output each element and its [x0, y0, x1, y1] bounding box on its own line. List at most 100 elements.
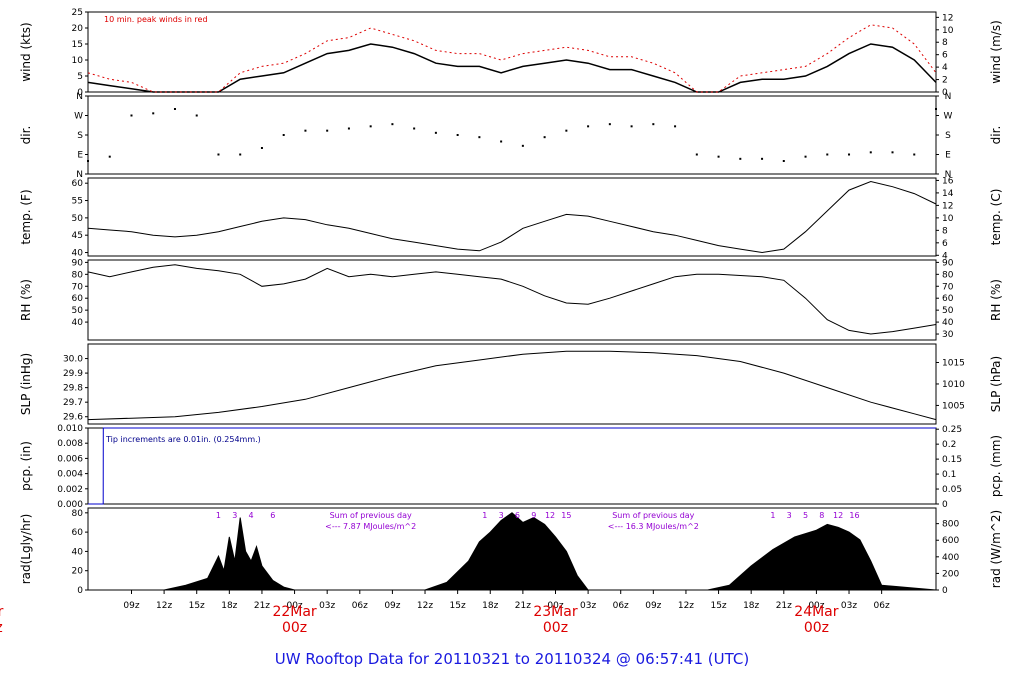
dir-point [152, 112, 155, 115]
wind-left-label: wind (kts) [19, 22, 33, 81]
pcp-rtick-label: 0 [942, 500, 948, 510]
dir-point [304, 129, 307, 132]
dir-point [782, 160, 785, 162]
dir-point [391, 123, 394, 126]
wind-rtick-label: 8 [942, 38, 948, 48]
xtick-label: 06z [874, 601, 890, 611]
dir-point [173, 108, 176, 110]
rad-right-label: rad (W/m^2) [989, 510, 1003, 588]
slp-right-label: SLP (hPa) [989, 356, 1003, 412]
rad-hour-label: 15 [561, 511, 571, 520]
rh-rtick-label: 40 [942, 318, 954, 328]
dir-point [456, 134, 459, 136]
dir-point [891, 151, 894, 154]
dir-point [674, 125, 677, 128]
xtick-label: 00z [547, 601, 563, 611]
xtick-label: 03z [841, 601, 857, 611]
slp-ytick-label: 29.9 [63, 369, 83, 379]
xtick-label: 12z [678, 601, 694, 611]
dir-point [282, 134, 285, 136]
temp-rtick-label: 14 [942, 189, 954, 199]
temp-rtick-label: 10 [942, 214, 954, 224]
rad-ytick-label: 60 [72, 528, 84, 538]
dir-point [260, 147, 263, 149]
temp-rtick-label: 6 [942, 239, 948, 249]
dir-left-label: dir. [19, 126, 33, 145]
rh-rtick-label: 30 [942, 330, 954, 340]
rad-hour-label: 4 [249, 511, 254, 520]
chart-title: UW Rooftop Data for 20110321 to 20110324… [274, 650, 750, 668]
dir-rtick-label: N [945, 92, 952, 102]
wind-rtick-label: 12 [942, 13, 953, 23]
dir-point [347, 127, 350, 130]
date-label-line2: 00z [804, 620, 829, 636]
pcp-rtick-label: 0.05 [942, 485, 962, 495]
dir-point [848, 153, 851, 156]
rad-hour-label: 9 [531, 511, 536, 520]
pcp-rtick-label: 0.2 [942, 440, 956, 450]
date-label-line1: Mar [0, 604, 4, 620]
dir-frame [87, 95, 937, 175]
xtick-label: 00z [808, 601, 824, 611]
rad-sum-line2: <--- 7.87 MJoules/m^2 [325, 522, 416, 531]
date-label-line2: 00z [282, 620, 307, 636]
dir-point [239, 153, 242, 156]
rh-ytick-label: 90 [72, 258, 84, 268]
rad-ytick-label: 40 [72, 547, 84, 557]
rad-hour-label: 16 [849, 511, 859, 520]
xtick-label: 06z [613, 601, 629, 611]
date-label-line1: 22Mar [272, 604, 316, 620]
rad-ytick-label: 0 [77, 586, 83, 596]
dir-ytick-label: N [76, 170, 83, 180]
rad-hour-label: 8 [819, 511, 824, 520]
dir-ytick-label: E [77, 151, 83, 161]
temp-ytick-label: 60 [72, 179, 84, 189]
slp-ytick-label: 30.0 [63, 355, 83, 365]
rad-rtick-label: 800 [942, 520, 959, 530]
temp-rtick-label: 4 [942, 251, 948, 261]
dir-point [478, 136, 481, 139]
dir-point [869, 151, 872, 154]
rad-ytick-label: 80 [72, 509, 84, 519]
dir-point [369, 125, 372, 128]
dir-point [413, 127, 416, 130]
dir-point [195, 114, 198, 117]
wind-ytick-label: 25 [72, 8, 83, 18]
wind-rtick-label: 2 [942, 76, 948, 86]
rad-hour-label: 12 [833, 511, 843, 520]
dir-point [565, 129, 568, 132]
temp-ytick-label: 40 [72, 249, 84, 259]
slp-line [87, 350, 937, 421]
xtick-label: 00z [286, 601, 302, 611]
date-label-line1: 23Mar [533, 604, 577, 620]
slp-left-label: SLP (inHg) [19, 353, 33, 415]
xtick-label: 18z [482, 601, 498, 611]
peak-wind-line [87, 24, 937, 93]
temp-left-label: temp. (F) [19, 189, 33, 244]
wind-rtick-label: 4 [942, 63, 948, 73]
rad-hour-label: 1 [216, 511, 221, 520]
wind-ytick-label: 0 [77, 88, 83, 98]
dir-point [130, 114, 133, 117]
rh-ytick-label: 70 [72, 282, 84, 292]
slp-rtick-label: 1015 [942, 358, 965, 368]
rad-hour-label: 1 [482, 511, 487, 520]
wind-line [87, 43, 937, 93]
rad-rtick-label: 0 [942, 586, 948, 596]
date-label-line1: 24Mar [794, 604, 838, 620]
pcp-left-label: pcp. (in) [19, 441, 33, 491]
rh-ytick-label: 80 [72, 270, 84, 280]
rh-rtick-label: 60 [942, 294, 954, 304]
xtick-label: 18z [743, 601, 759, 611]
xtick-label: 09z [123, 601, 139, 611]
temp-ytick-label: 50 [72, 214, 84, 224]
wind-ytick-label: 5 [77, 72, 83, 82]
rad-rtick-label: 200 [942, 569, 959, 579]
dir-point [739, 157, 742, 160]
dir-rtick-label: N [945, 170, 952, 180]
dir-point [108, 155, 111, 158]
wind-rtick-label: 10 [942, 26, 954, 36]
rh-rtick-label: 80 [942, 270, 954, 280]
slp-ytick-label: 29.7 [63, 398, 83, 408]
wind-rtick-label: 6 [942, 51, 948, 61]
